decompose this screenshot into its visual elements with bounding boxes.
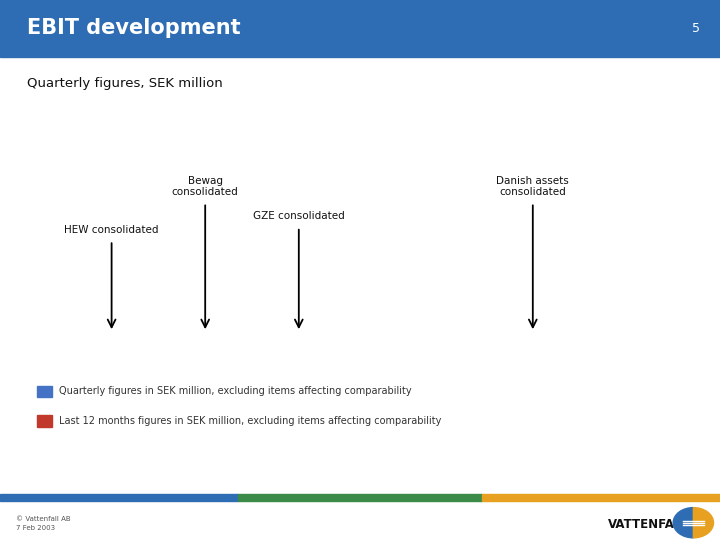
Bar <box>482 494 720 501</box>
Text: © Vattenfall AB
7 Feb 2003: © Vattenfall AB 7 Feb 2003 <box>16 516 71 531</box>
Text: Quarterly figures, SEK million: Quarterly figures, SEK million <box>27 77 223 90</box>
Text: 5: 5 <box>692 22 700 35</box>
Text: Danish assets
consolidated: Danish assets consolidated <box>496 176 570 197</box>
Text: HEW consolidated: HEW consolidated <box>64 225 159 235</box>
Text: Last 12 months figures in SEK million, excluding items affecting comparability: Last 12 months figures in SEK million, e… <box>59 416 441 426</box>
Text: Bewag
consolidated: Bewag consolidated <box>172 176 238 197</box>
Text: VATTENFALL: VATTENFALL <box>608 518 690 531</box>
Wedge shape <box>693 508 714 538</box>
Bar <box>0 0 720 57</box>
Bar <box>37 415 52 427</box>
Bar <box>0 494 238 501</box>
Text: EBIT development: EBIT development <box>27 18 241 38</box>
Bar <box>37 386 52 397</box>
Text: GZE consolidated: GZE consolidated <box>253 211 345 221</box>
Bar <box>238 494 482 501</box>
Text: Quarterly figures in SEK million, excluding items affecting comparability: Quarterly figures in SEK million, exclud… <box>59 387 412 396</box>
Wedge shape <box>673 508 693 538</box>
